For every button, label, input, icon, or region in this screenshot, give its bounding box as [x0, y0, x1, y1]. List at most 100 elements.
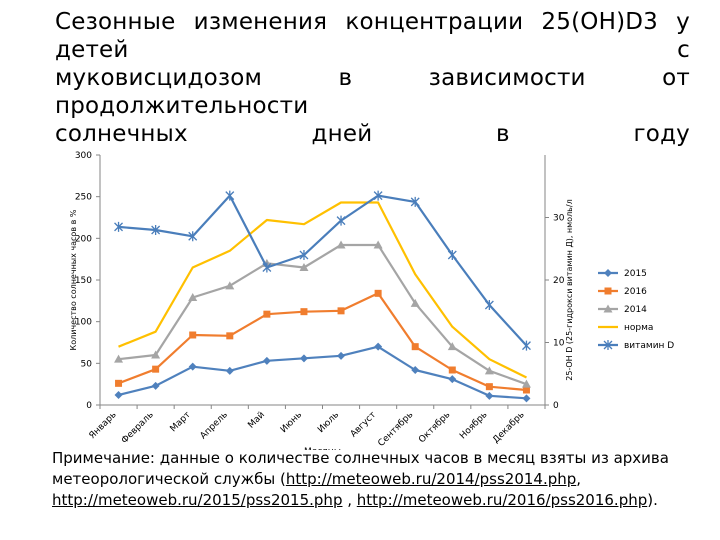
data-point — [336, 240, 346, 249]
x-tick-label: Январь — [88, 410, 119, 441]
data-point — [374, 289, 382, 297]
y-axis-title: Количество солнечных часов в % — [69, 209, 78, 350]
data-point — [114, 354, 124, 363]
note-separator: , — [576, 470, 582, 488]
x-tick-label: Февраль — [120, 410, 156, 446]
data-point — [447, 342, 457, 351]
y2-tick-label: 30 — [553, 214, 565, 224]
y2-tick-label: 10 — [553, 339, 565, 349]
link-2014[interactable]: http://meteoweb.ru/2014/pss2014.php — [285, 470, 577, 488]
data-point — [115, 379, 123, 387]
x-tick-label: Июль — [316, 410, 341, 435]
data-point — [448, 375, 457, 384]
series-line-3 — [118, 201, 527, 379]
x-tick-label: Май — [246, 410, 267, 431]
data-point — [188, 362, 197, 371]
data-point — [151, 225, 161, 235]
y2-tick-label: 20 — [553, 276, 565, 286]
data-point — [299, 263, 309, 271]
y2-tick-label: 0 — [553, 401, 559, 411]
title-line-1: Сезонные изменения концентрации 25(ОН)D3… — [55, 9, 690, 63]
y-tick-label: 300 — [75, 151, 92, 161]
y-tick-label: 0 — [86, 401, 92, 411]
line-chart: 0 50 100 150 200 250 300 0 10 20 30 Январь Февраль Ма… — [69, 151, 674, 450]
data-point — [337, 307, 345, 315]
title-line-3: солнечных дней в году — [55, 121, 690, 147]
data-point — [114, 221, 124, 232]
y-tick-label: 150 — [75, 276, 92, 286]
legend-marker — [603, 304, 613, 313]
data-point — [521, 340, 531, 351]
data-point — [337, 351, 346, 360]
data-point — [188, 293, 198, 301]
legend-marker — [603, 340, 613, 350]
data-point — [484, 366, 494, 375]
note-separator: , — [342, 491, 357, 509]
x-tick-label: Март — [169, 410, 193, 434]
y-tick-label: 250 — [75, 193, 92, 203]
data-point — [484, 300, 494, 310]
y2-axis-title: 25-ОН D (25-гидрокси витамин Д), нмоль/л — [565, 199, 574, 380]
data-point — [189, 331, 197, 339]
data-point — [410, 298, 420, 307]
data-point — [152, 365, 160, 373]
link-2016[interactable]: http://meteoweb.ru/2016/pss2016.php — [356, 491, 648, 509]
legend-marker — [604, 269, 612, 277]
data-point — [151, 381, 160, 390]
note-end: ). — [647, 491, 658, 509]
data-point — [188, 231, 198, 242]
data-point — [262, 262, 272, 273]
legend-label: витамин D — [624, 341, 674, 351]
x-tick-label: Ноябрь — [458, 410, 489, 441]
series-line-4 — [118, 194, 528, 347]
data-point — [300, 308, 308, 316]
series-line-0 — [118, 345, 527, 400]
x-tick-label: Август — [349, 410, 378, 439]
data-point — [373, 190, 383, 201]
link-2015[interactable]: http://meteoweb.ru/2015/pss2015.php — [52, 491, 343, 509]
series-line-2 — [118, 243, 527, 386]
x-tick-label: Сентябрь — [376, 410, 415, 449]
data-point — [225, 190, 235, 201]
legend-label: 2015 — [624, 269, 647, 279]
data-point — [410, 196, 420, 207]
data-point — [151, 350, 161, 359]
data-point — [374, 342, 383, 351]
x-axis-title: Месяцы — [304, 447, 341, 450]
legend-marker — [604, 287, 612, 295]
data-point — [485, 391, 494, 400]
data-point — [225, 366, 234, 375]
data-point — [373, 240, 383, 249]
data-point — [336, 215, 346, 226]
note-text: Примечание: данные о количестве солнечны… — [52, 449, 669, 488]
data-point — [299, 250, 309, 260]
footnote: Примечание: данные о количестве солнечны… — [52, 448, 692, 511]
data-point — [485, 383, 493, 391]
data-point — [262, 356, 271, 365]
x-tick-label: Июнь — [279, 410, 304, 435]
data-point — [263, 310, 271, 318]
legend-label: 2014 — [624, 305, 647, 315]
y-tick-label: 200 — [75, 234, 92, 244]
data-point — [225, 281, 235, 290]
y-tick-label: 100 — [75, 318, 92, 328]
x-tick-label: Апрель — [199, 410, 230, 441]
series-line-1 — [118, 292, 527, 392]
data-point — [522, 394, 531, 403]
data-point — [447, 250, 457, 260]
data-point — [411, 366, 420, 374]
data-point — [522, 386, 530, 394]
x-tick-label: Декабрь — [491, 410, 526, 445]
legend-label: норма — [624, 323, 653, 333]
data-point — [114, 391, 123, 399]
y-tick-label: 50 — [81, 359, 93, 369]
x-tick-label: Октябрь — [417, 410, 452, 445]
legend-label: 2016 — [624, 287, 647, 297]
data-point — [299, 354, 308, 363]
data-point — [448, 366, 456, 374]
data-point — [226, 332, 234, 340]
data-point — [411, 343, 419, 351]
title-line-2: муковисцидозом в зависимости от продолжи… — [55, 65, 690, 119]
slide-title: Сезонные изменения концентрации 25(ОН)D3… — [55, 8, 690, 148]
data-point — [521, 379, 531, 388]
